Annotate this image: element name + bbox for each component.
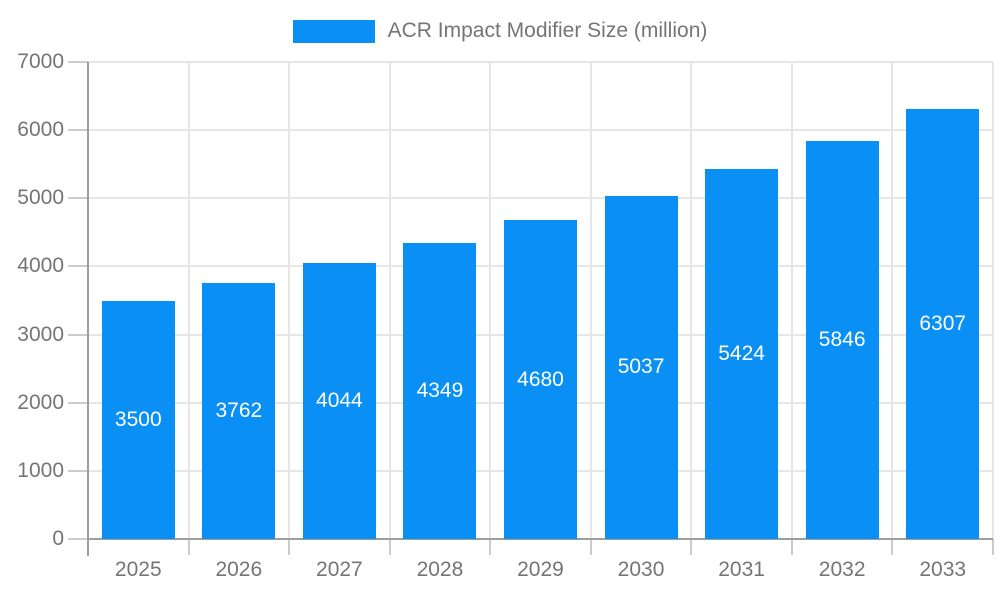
bar[interactable]: 4044 (302, 263, 376, 539)
x-gridline (589, 62, 592, 539)
x-gridline (187, 62, 190, 539)
x-tick (790, 539, 793, 555)
x-tick (891, 539, 894, 555)
x-axis-label: 2025 (114, 558, 162, 581)
bar-value-label: 6307 (919, 312, 967, 336)
bar[interactable]: 5846 (805, 140, 879, 539)
bar[interactable]: 3762 (202, 282, 276, 539)
bar[interactable]: 3500 (101, 300, 175, 539)
bar[interactable]: 6307 (906, 109, 980, 539)
y-axis-label: 6000 (17, 118, 64, 142)
x-gridline (489, 62, 492, 539)
y-axis-label: 1000 (17, 458, 64, 482)
y-axis-label: 5000 (17, 186, 64, 210)
x-axis-label: 2031 (718, 558, 765, 581)
y-tick (68, 129, 88, 132)
x-gridline (388, 62, 391, 539)
bar[interactable]: 4349 (403, 242, 477, 539)
x-axis-label: 2032 (818, 558, 866, 581)
y-tick (68, 197, 88, 200)
bar-value-label: 5424 (718, 342, 765, 366)
x-gridline (992, 62, 994, 539)
x-tick (992, 539, 994, 555)
legend-label: ACR Impact Modifier Size (million) (387, 19, 708, 42)
y-axis-label: 4000 (17, 254, 64, 278)
x-tick (489, 539, 492, 555)
x-axis-label: 2026 (215, 558, 263, 581)
x-axis-label: 2027 (316, 558, 363, 581)
y-axis-label: 2000 (17, 390, 64, 414)
bar[interactable]: 5037 (604, 195, 678, 539)
x-axis-label: 2028 (416, 558, 464, 581)
y-gridline (88, 197, 993, 200)
y-gridline (88, 61, 993, 63)
x-axis-label: 2030 (617, 558, 665, 581)
y-tick (68, 469, 88, 472)
x-tick (690, 539, 693, 555)
y-axis-label: 0 (52, 527, 64, 550)
x-gridline (690, 62, 693, 539)
y-tick (68, 265, 88, 268)
bar-value-label: 4044 (316, 389, 363, 413)
y-gridline (88, 129, 993, 132)
x-tick (388, 539, 391, 555)
legend-swatch (292, 19, 375, 43)
y-axis-label: 7000 (17, 50, 64, 73)
x-tick (589, 539, 592, 555)
x-gridline (790, 62, 793, 539)
bar-value-label: 4680 (517, 367, 564, 391)
bar-value-label: 4349 (416, 378, 464, 402)
x-gridline (288, 62, 291, 539)
bar[interactable]: 5424 (705, 169, 779, 539)
y-tick (68, 61, 88, 63)
y-axis-line (87, 62, 89, 556)
x-axis-line (88, 538, 993, 540)
x-tick (288, 539, 291, 555)
y-tick (68, 401, 88, 404)
bar-value-label: 3762 (215, 398, 263, 422)
x-axis-label: 2033 (919, 558, 967, 581)
y-axis-label: 3000 (17, 322, 64, 346)
bar[interactable]: 4680 (504, 220, 577, 539)
x-tick (187, 539, 190, 555)
bar-value-label: 5037 (617, 355, 665, 379)
bar-value-label: 3500 (114, 407, 162, 431)
bar-value-label: 5846 (818, 327, 866, 351)
x-gridline (891, 62, 894, 539)
x-axis-label: 2029 (517, 558, 564, 581)
y-tick (68, 333, 88, 336)
chart-legend[interactable]: ACR Impact Modifier Size (million) (0, 19, 1000, 43)
y-tick (68, 538, 88, 540)
